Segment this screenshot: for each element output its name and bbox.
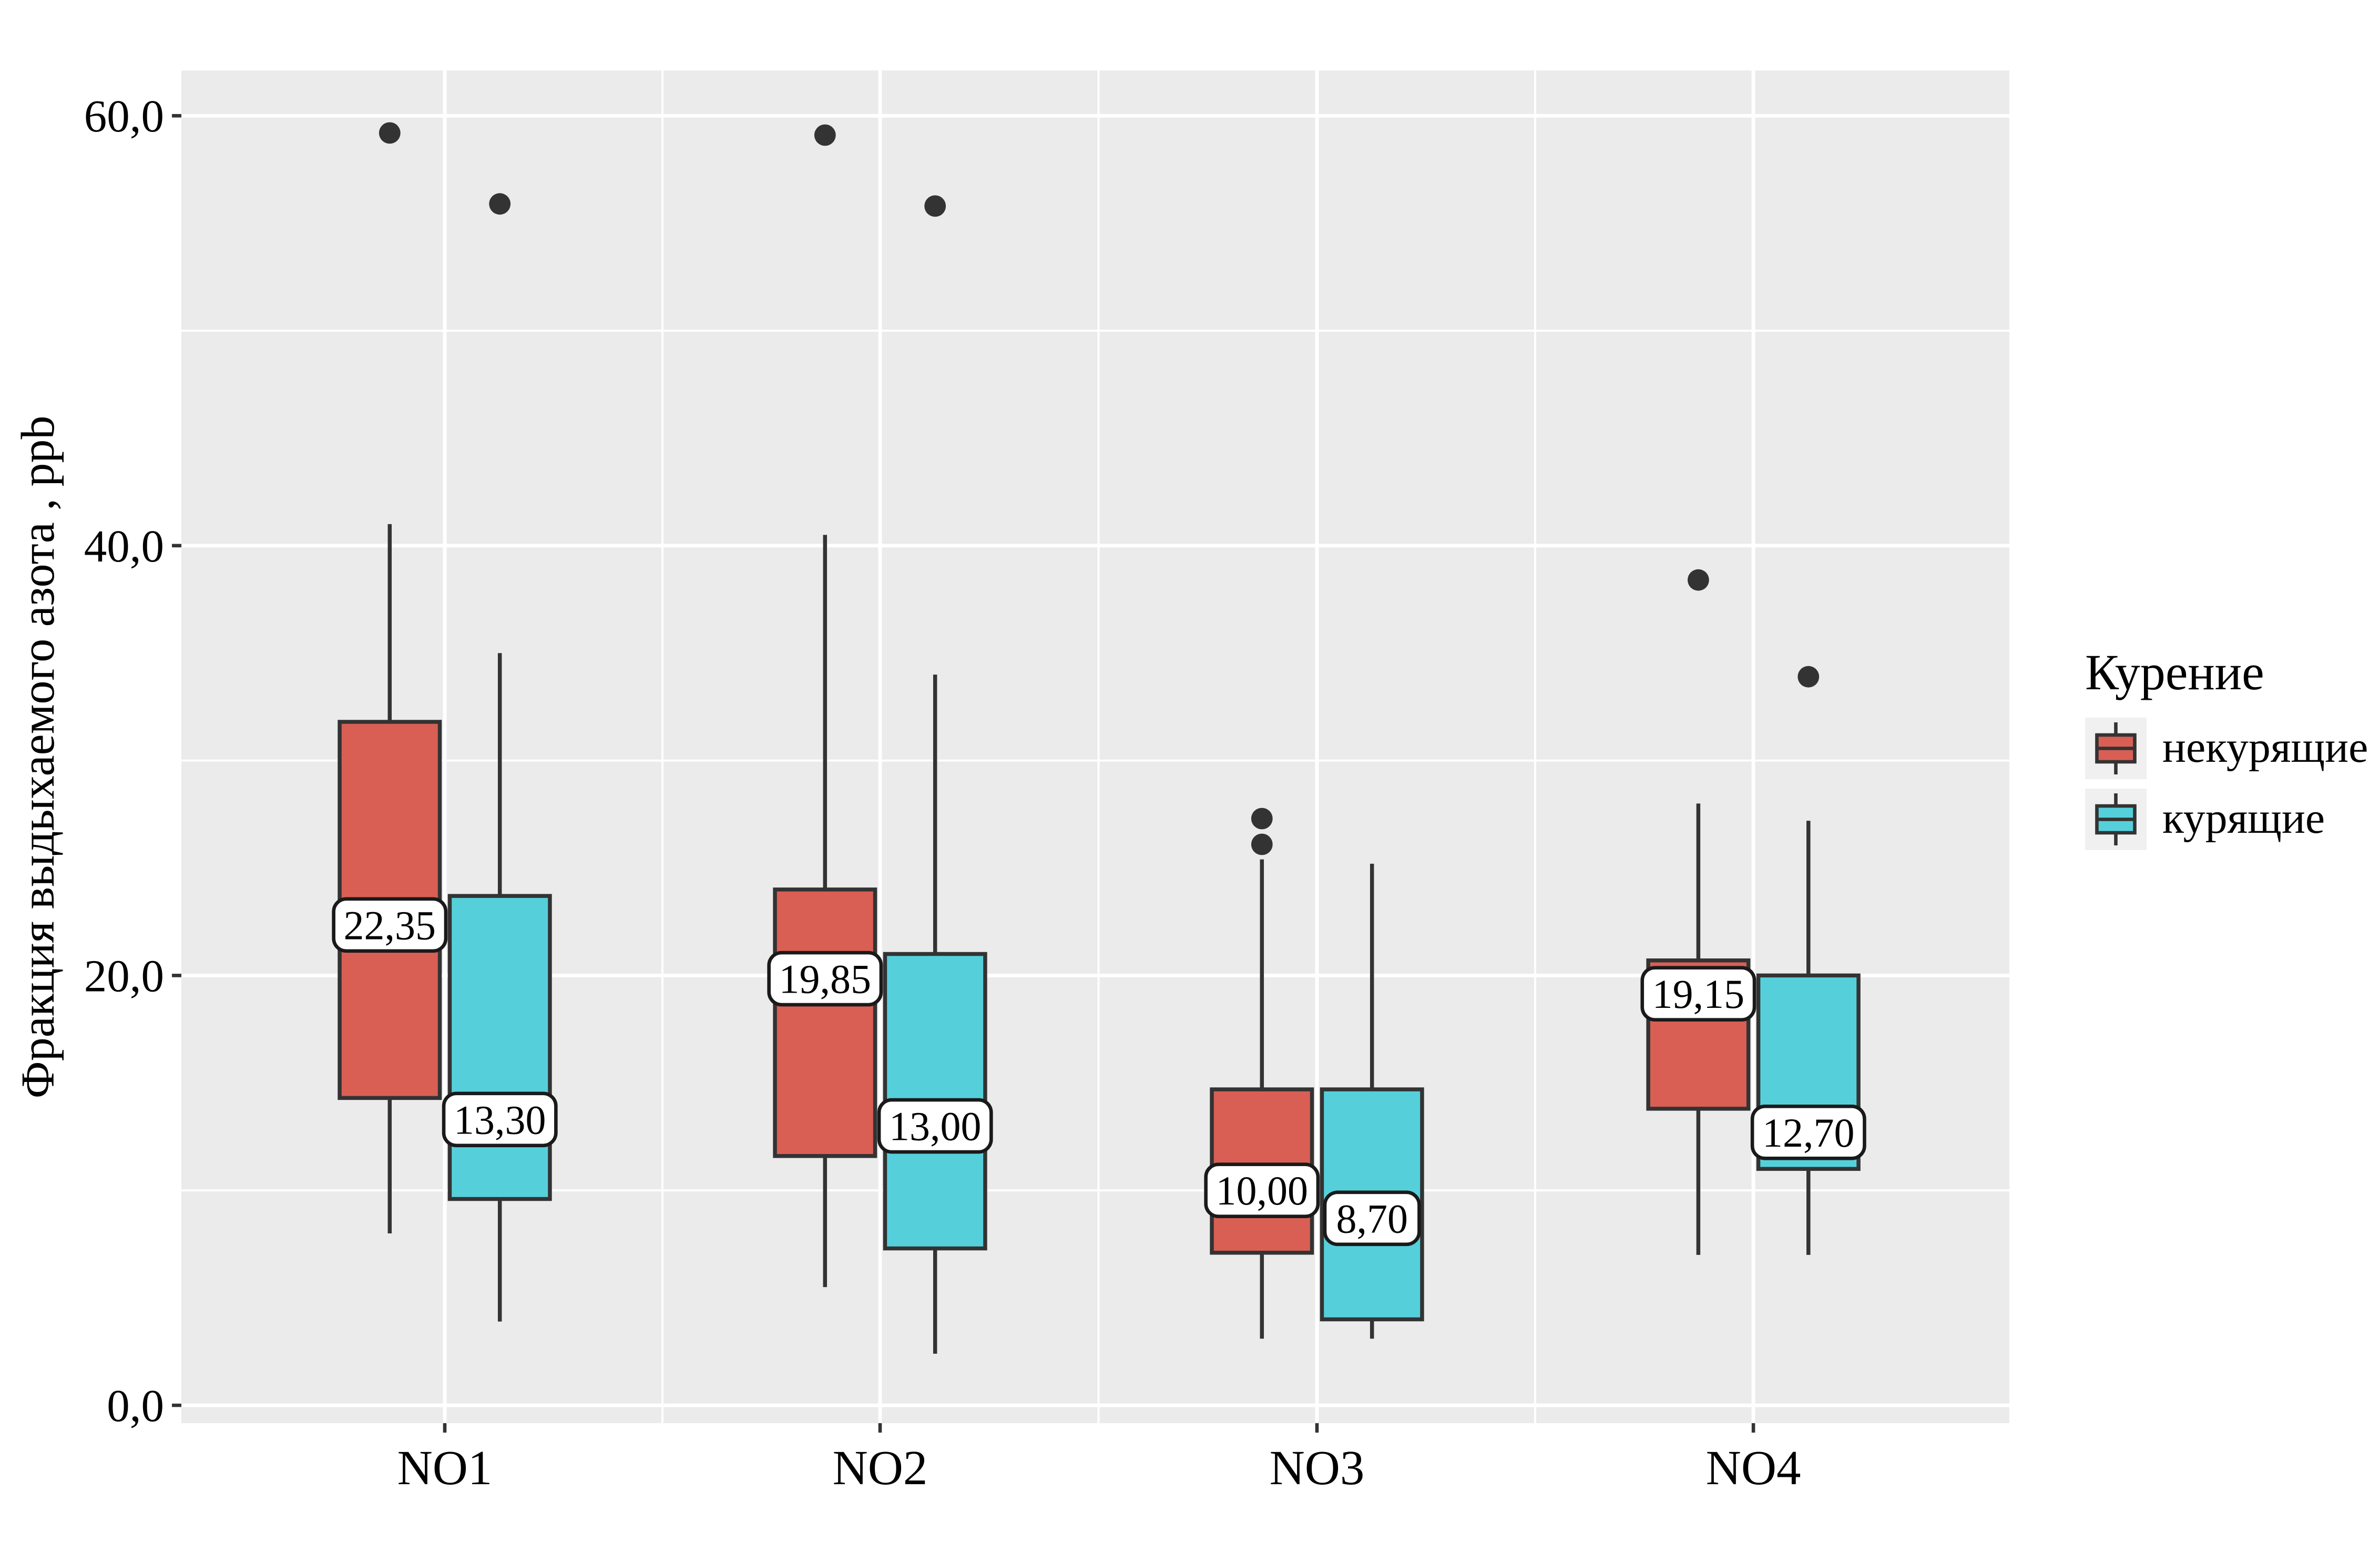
x-tick-label: NO3 [1270, 1441, 1365, 1495]
median-label-некурящие-NO4: 19,15 [1652, 971, 1745, 1017]
outlier-dot-некурящие-NO1 [379, 122, 401, 144]
median-label-курящие-NO1: 13,30 [454, 1097, 546, 1142]
median-label-некурящие-NO2: 19,85 [779, 956, 872, 1002]
legend-item-nonsmokers: некурящие [2085, 718, 2368, 779]
box-курящие-NO1 [447, 894, 552, 1201]
legend: Курение некурящие курящие [2085, 644, 2368, 850]
y-tick-label: 20,0 [84, 950, 164, 1001]
median-label-некурящие-NO1: 22,35 [344, 902, 436, 948]
x-tick-label: NO4 [1706, 1441, 1801, 1495]
median-label-курящие-NO4: 12,70 [1762, 1110, 1855, 1156]
outlier-dot-некурящие-NO3 [1251, 808, 1273, 830]
outlier-dot-курящие-NO1 [489, 193, 511, 215]
median-label-box-некурящие-NO3 [1204, 1162, 1320, 1218]
median-label-box-курящие-NO1 [442, 1091, 558, 1148]
median-label-box-курящие-NO2 [877, 1098, 993, 1154]
plot-panel [181, 70, 2009, 1423]
y-tick-label: 60,0 [84, 90, 164, 141]
legend-title: Курение [2085, 644, 2264, 700]
outlier-dot-некурящие-NO2 [814, 124, 836, 146]
boxplot-key-glyph [2095, 722, 2137, 774]
median-label-box-некурящие-NO2 [767, 951, 883, 1007]
boxplot-key-icon [2085, 718, 2147, 779]
boxplot-key-icon [2085, 789, 2147, 850]
legend-item-label: некурящие [2162, 723, 2368, 772]
x-tick-label: NO2 [833, 1441, 928, 1495]
median-label-box-курящие-NO3 [1323, 1190, 1421, 1247]
outlier-dot-курящие-NO2 [924, 195, 946, 217]
median-label-box-некурящие-NO1 [332, 897, 448, 953]
legend-item-label: курящие [2162, 794, 2325, 843]
median-label-box-курящие-NO4 [1750, 1105, 1866, 1160]
median-label-курящие-NO2: 13,00 [889, 1104, 982, 1149]
outlier-dot-некурящие-NO3 [1251, 833, 1273, 855]
median-label-некурящие-NO3: 10,00 [1216, 1168, 1309, 1213]
boxplot-key-glyph [2095, 793, 2137, 845]
legend-item-smokers: курящие [2085, 789, 2368, 850]
y-tick-label: 0,0 [107, 1380, 164, 1431]
outlier-dot-курящие-NO4 [1797, 666, 1820, 688]
y-axis-title: Фракция выдыхаемого азота , ppb [13, 415, 65, 1099]
median-label-box-некурящие-NO4 [1640, 966, 1756, 1022]
y-tick-label: 40,0 [84, 520, 164, 571]
median-label-курящие-NO3: 8,70 [1336, 1196, 1408, 1241]
box-некурящие-NO2 [773, 887, 877, 1158]
outlier-dot-некурящие-NO4 [1688, 569, 1709, 591]
x-tick-label: NO1 [397, 1441, 493, 1495]
